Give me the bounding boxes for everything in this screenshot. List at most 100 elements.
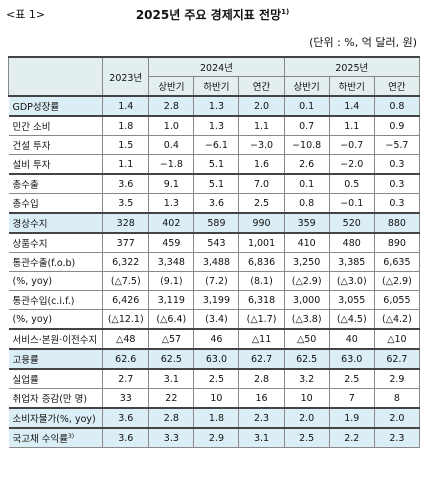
- cell: 1.1: [238, 115, 285, 136]
- cell: 3,488: [193, 252, 240, 272]
- cell: 6,836: [238, 252, 285, 272]
- cell: 3,055: [328, 290, 375, 310]
- cell: 10: [283, 388, 330, 409]
- cell: 3.6: [102, 427, 150, 448]
- cell: 62.5: [148, 348, 195, 370]
- cell: 8: [373, 388, 421, 409]
- cell: 589: [193, 212, 240, 234]
- cell: −10.8: [283, 135, 330, 155]
- label-text: 총수출: [12, 180, 39, 191]
- cell: 1.5: [102, 135, 150, 155]
- cell: 0.8: [373, 95, 421, 117]
- cell: 3,119: [148, 290, 195, 310]
- cell: 990: [238, 212, 285, 234]
- label-text: 소비자물가(%, yoy): [12, 414, 96, 425]
- cell: 0.9: [373, 115, 421, 136]
- cell: 2.5: [283, 427, 330, 448]
- cell: 1,001: [238, 232, 285, 253]
- cell: (△2.9): [373, 271, 421, 291]
- cell: 480: [328, 232, 375, 253]
- cell: 328: [102, 212, 150, 234]
- row-label: 총수출: [8, 173, 104, 194]
- cell: 9.1: [148, 173, 195, 194]
- cell: 1.6: [238, 154, 285, 175]
- cell: 1.3: [193, 115, 240, 136]
- cell: 0.3: [373, 193, 421, 214]
- row-label: 서비스·본원·이전수지: [8, 328, 104, 350]
- cell: 2.0: [238, 95, 285, 117]
- cell: 7: [328, 388, 375, 409]
- cell: 40: [328, 328, 375, 350]
- table: 2023년 2024년 2025년 상반기 하반기 연간 상반기 하반기 연간 GDP성장…: [7, 56, 421, 448]
- unit: (단위 : %, 억 달러, 원): [309, 36, 417, 49]
- label-text: 통관수출(f.o.b): [12, 258, 76, 269]
- label-text: 민간 소비: [12, 122, 51, 133]
- label-text: GDP성장률: [12, 102, 60, 113]
- row: 설비 투자 1.1 −1.8 5.1 1.6 2.6 −2.0 0.3: [8, 154, 421, 175]
- sub-header: 상반기: [148, 76, 195, 97]
- cell: △50: [283, 328, 330, 350]
- cell: 10: [193, 388, 240, 409]
- cell: △11: [238, 328, 285, 350]
- row: 건설 투자 1.5 0.4 −6.1 −3.0 −10.8 −0.7 −5.7: [8, 135, 421, 155]
- cell: (△6.4): [148, 309, 195, 330]
- cell: 3,348: [148, 252, 195, 272]
- label-text: 실업률: [12, 375, 39, 386]
- cell: (9.1): [148, 271, 195, 291]
- sub-header: 하반기: [328, 76, 375, 97]
- cell: 5.1: [193, 154, 240, 175]
- cell: (△12.1): [102, 309, 150, 330]
- row-label: 민간 소비: [8, 115, 104, 136]
- cell: 6,426: [102, 290, 150, 310]
- row: 서비스·본원·이전수지 △48 △57 46 △11 △50 40 △10: [8, 328, 421, 350]
- cell: −5.7: [373, 135, 421, 155]
- cell: 3,199: [193, 290, 240, 310]
- cell: 3.6: [193, 193, 240, 214]
- row-label: 총수입: [8, 193, 104, 214]
- label-text: (%, yoy): [12, 275, 53, 287]
- cell: △10: [373, 328, 421, 350]
- cell: 6,055: [373, 290, 421, 310]
- cell: 6,322: [102, 252, 150, 272]
- sub-header: 하반기: [193, 76, 240, 97]
- cell: 1.8: [193, 407, 240, 429]
- row: 고용률 62.6 62.5 63.0 62.7 62.5 63.0 62.7: [8, 348, 421, 370]
- row-label: 국고채 수익률3): [8, 427, 104, 448]
- row-label: (%, yoy): [8, 271, 104, 291]
- sub-header: 연간: [238, 76, 285, 97]
- label-text: 상품수지: [12, 239, 48, 250]
- corner: [7, 56, 104, 97]
- cell: △57: [148, 328, 195, 350]
- cell: 62.7: [238, 348, 285, 370]
- cell: (△4.2): [373, 309, 421, 330]
- label-text: 국고채 수익률: [12, 434, 68, 445]
- label-text: 고용률: [12, 355, 39, 366]
- cell: 377: [102, 232, 150, 253]
- cell: 2.0: [283, 407, 330, 429]
- label-text: 설비 투자: [12, 160, 51, 171]
- cell: 1.4: [328, 95, 375, 117]
- cell: 2.9: [193, 427, 240, 448]
- row: 통관수입(c.i.f.) 6,426 3,119 3,199 6,318 3,000 3,0…: [8, 290, 421, 310]
- row: (%, yoy) (△7.5) (9.1) (7.2) (8.1) (△2.9) (△3.0…: [8, 271, 421, 291]
- cell: (8.1): [238, 271, 285, 291]
- cell: −0.1: [328, 193, 375, 214]
- cell: 1.3: [193, 95, 240, 117]
- cell: (△3.8): [283, 309, 330, 330]
- cell: 2.7: [102, 368, 150, 389]
- cell: 880: [373, 212, 421, 234]
- title: 2025년 주요 경제지표 전망1): [0, 6, 425, 23]
- label-text: 통관수입(c.i.f.): [12, 296, 75, 307]
- cell: 359: [283, 212, 330, 234]
- cell: 1.0: [148, 115, 195, 136]
- cell: 543: [193, 232, 240, 253]
- cell: 2.8: [148, 407, 195, 429]
- cell: 2.0: [373, 407, 421, 429]
- cell: 3.6: [102, 173, 150, 194]
- cell: 0.1: [283, 173, 330, 194]
- row: 상품수지 377 459 543 1,001 410 480 890: [8, 232, 421, 253]
- title-text: 2025년 주요 경제지표 전망: [135, 8, 282, 22]
- cell: 2.6: [283, 154, 330, 175]
- cell: 0.5: [328, 173, 375, 194]
